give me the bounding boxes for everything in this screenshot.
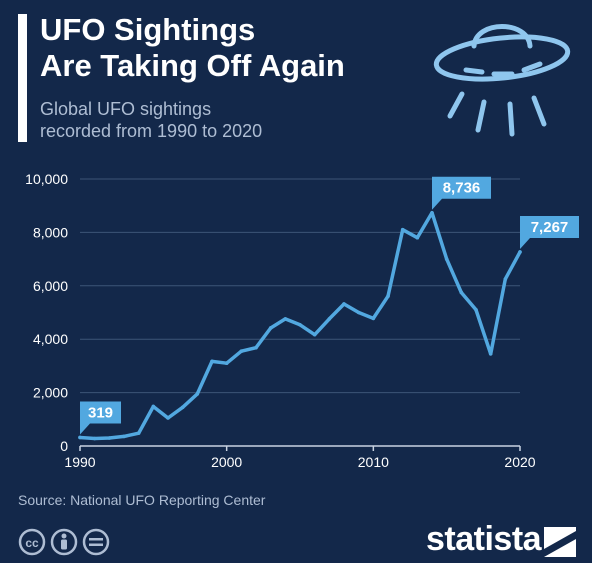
y-tick-label: 2,000	[33, 385, 68, 401]
data-point-2019	[503, 277, 508, 281]
data-label: 319	[88, 404, 113, 421]
data-point-1998	[195, 392, 200, 396]
callout-1990: 319	[80, 401, 121, 435]
callout-box	[80, 401, 121, 435]
data-point-2003	[268, 326, 273, 330]
x-tick-label: 2000	[211, 454, 242, 470]
x-tick-label: 1990	[64, 454, 95, 470]
callout-box	[432, 176, 491, 210]
data-point-2012	[400, 227, 405, 232]
y-tick-label: 10,000	[25, 171, 68, 187]
data-point-1994	[136, 431, 141, 435]
data-point-2001	[239, 349, 244, 354]
data-labels: 319 8,736 7,267	[80, 176, 579, 435]
data-point-2009	[356, 310, 361, 315]
title-accent-bar	[18, 14, 27, 142]
title-line-2: Are Taking Off Again	[40, 48, 345, 83]
callout-2014: 8,736	[432, 176, 491, 210]
data-point-2010	[371, 316, 376, 321]
data-point-2002	[254, 345, 258, 350]
data-point-1995	[151, 404, 156, 409]
line-chart: 0 2,000 4,000 6,000 8,000 10,000 1990 2000 2010…	[25, 171, 579, 470]
y-axis-ticks: 0 2,000 4,000 6,000 8,000 10,000	[25, 171, 68, 454]
data-label: 8,736	[443, 180, 481, 197]
data-point-2004	[283, 317, 288, 321]
statista-logo: statista	[426, 520, 542, 558]
data-point-2014	[430, 210, 434, 215]
data-point-1992	[107, 436, 112, 440]
callout-box	[520, 215, 579, 249]
data-point-1993	[122, 434, 126, 439]
data-point-2008	[342, 302, 346, 306]
cc-icon: cc	[18, 528, 46, 556]
person-icon	[50, 528, 78, 556]
data-point-1996	[166, 416, 170, 420]
data-point-2007	[327, 317, 332, 321]
statista-mark-icon	[544, 527, 576, 557]
equals-icon	[82, 528, 110, 556]
data-point-2011	[386, 294, 390, 299]
svg-text:cc: cc	[25, 536, 39, 550]
data-point-1990	[78, 435, 82, 440]
data-label: 7,267	[531, 219, 569, 236]
data-point-1997	[180, 405, 185, 410]
x-axis-ticks: 1990 2000 2010 2020	[64, 446, 536, 470]
callout-2020: 7,267	[520, 215, 579, 249]
data-point-2016	[459, 290, 464, 295]
data-point-1999	[210, 359, 214, 364]
data-point-2013	[415, 235, 420, 240]
x-tick-label: 2020	[504, 454, 535, 470]
ufo-icon	[433, 24, 571, 137]
grid-lines	[80, 178, 520, 447]
subtitle-line-2: recorded from 1990 to 2020	[40, 121, 263, 141]
title-line-1: UFO Sightings	[40, 12, 256, 47]
chart-subtitle: Global UFO sightings recorded from 1990 …	[40, 98, 420, 142]
x-tick-label: 2010	[358, 454, 389, 470]
data-point-2006	[312, 332, 317, 337]
data-point-2017	[474, 308, 478, 312]
y-tick-label: 6,000	[33, 278, 68, 294]
data-point-2005	[298, 322, 302, 327]
source-note: Source: National UFO Reporting Center	[18, 492, 266, 508]
license-icons: cc	[18, 528, 110, 556]
data-point-2015	[444, 257, 449, 261]
data-point-1991	[92, 436, 97, 441]
data-point-2018	[488, 352, 493, 356]
data-point-2000	[224, 361, 229, 366]
y-tick-label: 0	[60, 438, 68, 454]
subtitle-line-1: Global UFO sightings	[40, 99, 212, 119]
data-points	[78, 210, 522, 441]
chart-title: UFO Sightings Are Taking Off Again	[40, 12, 420, 84]
y-tick-label: 8,000	[33, 224, 68, 240]
y-tick-label: 4,000	[33, 331, 68, 347]
data-point-2020	[518, 250, 522, 254]
